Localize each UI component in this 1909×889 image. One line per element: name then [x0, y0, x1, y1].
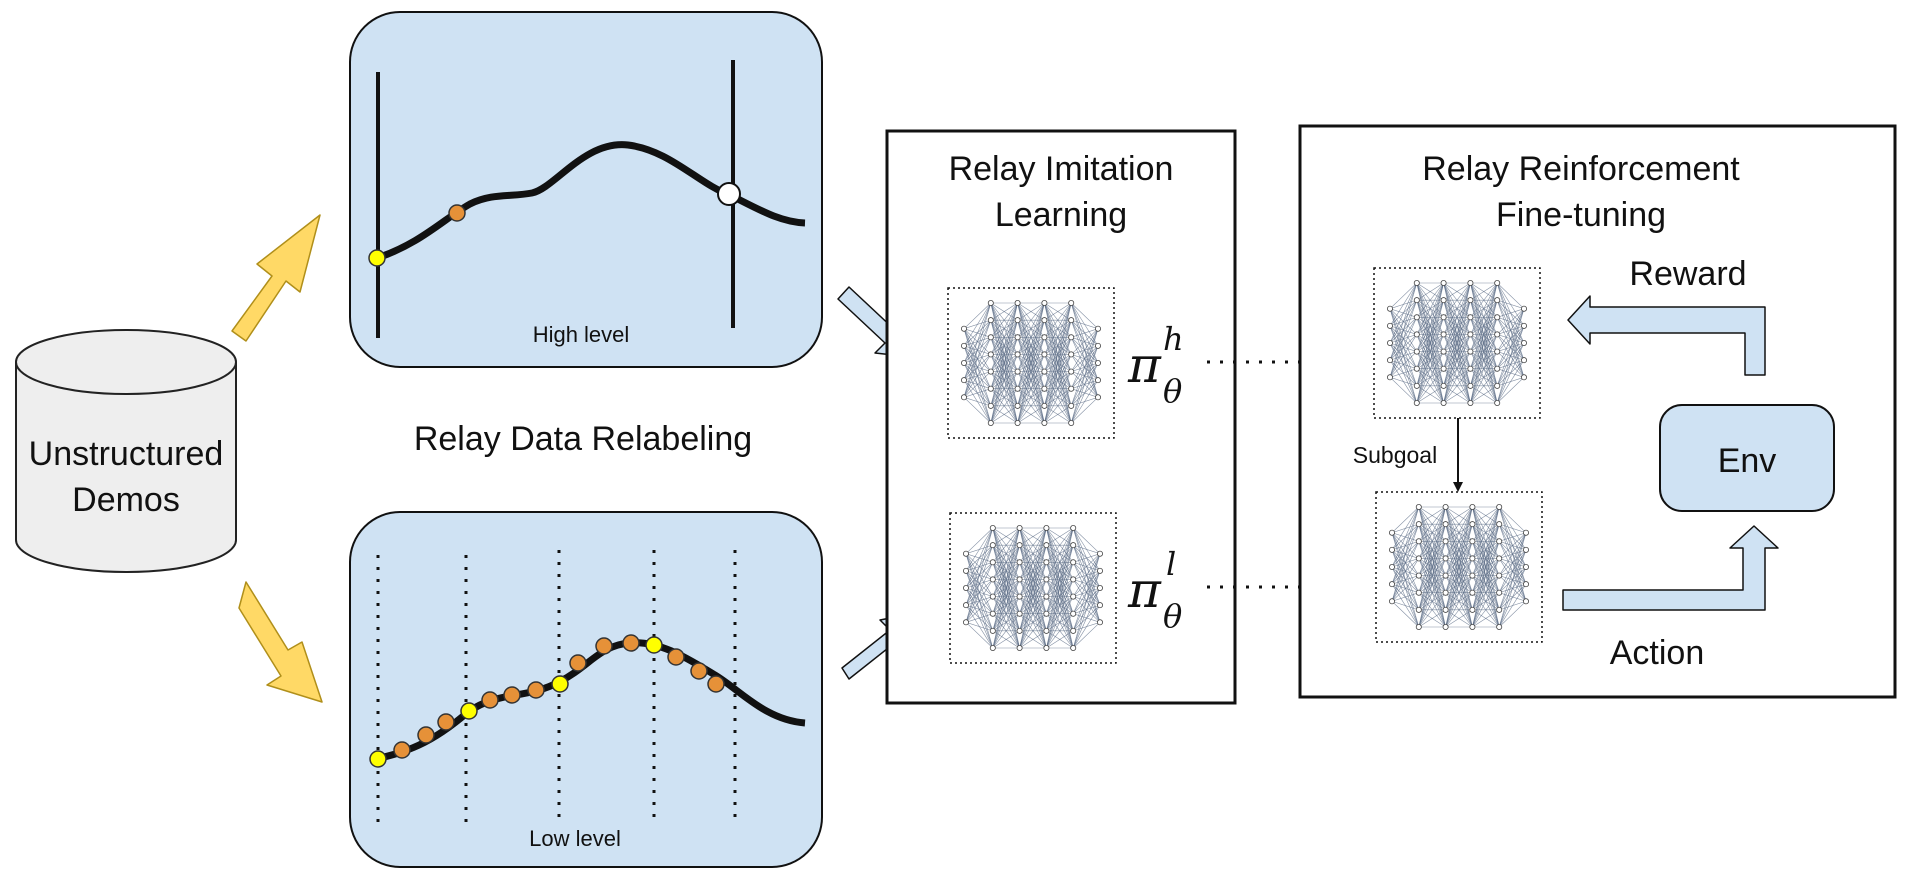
env-box	[1659, 404, 1835, 512]
finetune-title-line1: Relay Reinforcement	[1422, 150, 1740, 188]
network-finetune-high-neural-network-icon	[1373, 267, 1541, 419]
network-imitation-low-neural-network-icon	[949, 512, 1117, 664]
network-finetune-low-neural-network-icon	[1375, 491, 1543, 643]
demos-database-cylinder-icon	[15, 329, 237, 573]
demos-label-line2: Demos	[72, 481, 180, 519]
yellow-arrow-to-high	[231, 214, 321, 342]
policy-high-symbol: π	[1127, 336, 1162, 394]
high-mid-point	[448, 204, 466, 222]
yellow-arrow-to-low	[238, 581, 323, 703]
low-level-label: Low level	[529, 826, 621, 851]
demos-label-line1: Unstructured	[29, 435, 224, 473]
policy-high-sup: h	[1163, 320, 1184, 358]
finetune-title-line2: Fine-tuning	[1496, 196, 1666, 234]
action-label: Action	[1610, 634, 1705, 672]
high-start-point	[368, 249, 386, 267]
high-level-panel	[349, 11, 823, 368]
high-level-label: High level	[533, 322, 630, 347]
reward-label: Reward	[1629, 255, 1746, 293]
reward-bent-arrow-icon	[1567, 295, 1766, 376]
policy-low-sup: l	[1166, 545, 1176, 583]
imitation-title-line2: Learning	[995, 196, 1127, 234]
policy-low-sub: θ	[1163, 597, 1182, 635]
subgoal-label: Subgoal	[1353, 442, 1437, 468]
action-bent-arrow-icon	[1562, 525, 1779, 611]
network-imitation-high-neural-network-icon	[947, 287, 1115, 439]
low-level-panel	[349, 511, 823, 868]
high-goal-point	[717, 182, 741, 206]
policy-low-symbol: π	[1127, 561, 1162, 619]
env-label: Env	[1718, 442, 1777, 480]
imitation-title-line1: Relay Imitation	[949, 150, 1174, 188]
policy-high-sub: θ	[1163, 372, 1182, 410]
relabel-title: Relay Data Relabeling	[414, 420, 752, 458]
